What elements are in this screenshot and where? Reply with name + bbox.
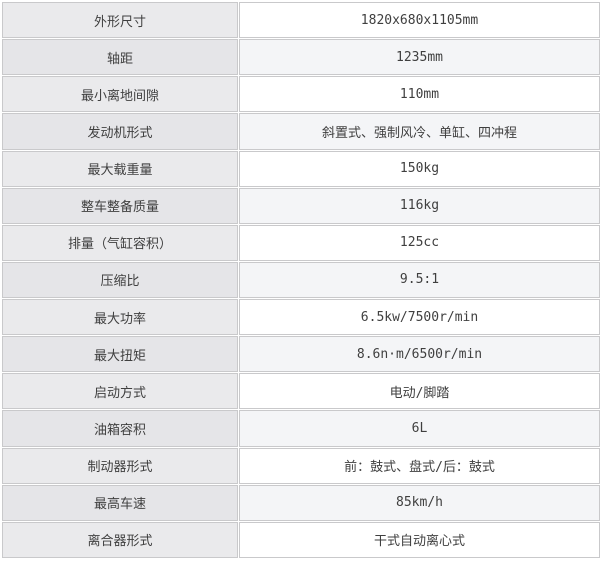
- spec-label: 最小离地间隙: [80, 88, 159, 104]
- spec-value-cell: 116kg: [239, 187, 600, 224]
- spec-value: 9.5:1: [399, 272, 440, 288]
- spec-label-cell: 最高车速: [2, 484, 238, 521]
- table-row: 最大功率 6.5kw/7500r/min: [2, 299, 600, 336]
- spec-label-cell: 发动机形式: [2, 113, 238, 150]
- spec-table: 外形尺寸 1820x680x1105mm 轴距 1235mm 最小离地间隙 11…: [1, 1, 601, 559]
- table-row: 最高车速 85km/h: [2, 484, 600, 521]
- spec-value-cell: 1820x680x1105mm: [239, 2, 600, 39]
- spec-label: 整车整备质量: [80, 200, 159, 216]
- spec-value: 6.5kw/7500r/min: [360, 309, 479, 325]
- table-row: 油箱容积 6L: [2, 410, 600, 447]
- spec-label: 油箱容积: [93, 422, 146, 438]
- spec-label-cell: 最大载重量: [2, 150, 238, 187]
- spec-label-cell: 排量（气缸容积）: [2, 224, 238, 261]
- table-row: 最大扭矩 8.6n·m/6500r/min: [2, 336, 600, 373]
- spec-value-cell: 电动/脚踏: [239, 373, 600, 410]
- spec-label: 压缩比: [100, 274, 140, 290]
- spec-value-cell: 125cc: [239, 224, 600, 261]
- spec-label-cell: 最大扭矩: [2, 336, 238, 373]
- spec-value-cell: 8.6n·m/6500r/min: [239, 336, 600, 373]
- spec-value: 116kg: [399, 198, 440, 214]
- spec-label: 排量（气缸容积）: [67, 237, 172, 253]
- spec-value-cell: 110mm: [239, 76, 600, 113]
- spec-value: 电动/脚踏: [389, 385, 450, 401]
- table-row: 压缩比 9.5:1: [2, 261, 600, 298]
- spec-label: 轴距: [106, 51, 133, 67]
- table-row: 外形尺寸 1820x680x1105mm: [2, 2, 600, 39]
- spec-value: 150kg: [399, 161, 440, 177]
- spec-value: 85km/h: [396, 495, 443, 511]
- spec-value: 125cc: [399, 235, 440, 251]
- spec-value-cell: 6.5kw/7500r/min: [239, 299, 600, 336]
- spec-value-cell: 斜置式、强制风冷、单缸、四冲程: [239, 113, 600, 150]
- spec-label-cell: 油箱容积: [2, 410, 238, 447]
- spec-label: 外形尺寸: [93, 14, 146, 30]
- spec-value-cell: 150kg: [239, 150, 600, 187]
- table-row: 发动机形式 斜置式、强制风冷、单缸、四冲程: [2, 113, 600, 150]
- spec-value-cell: 前：鼓式、盘式/后：鼓式: [239, 447, 600, 484]
- table-row: 轴距 1235mm: [2, 39, 600, 76]
- table-row: 制动器形式 前：鼓式、盘式/后：鼓式: [2, 447, 600, 484]
- spec-label: 最大扭矩: [93, 348, 146, 364]
- spec-value-cell: 6L: [239, 410, 600, 447]
- spec-label-cell: 制动器形式: [2, 447, 238, 484]
- spec-value-cell: 85km/h: [239, 484, 600, 521]
- spec-label: 启动方式: [93, 385, 146, 401]
- table-row: 整车整备质量 116kg: [2, 187, 600, 224]
- spec-label-cell: 最大功率: [2, 299, 238, 336]
- spec-value: 斜置式、强制风冷、单缸、四冲程: [321, 125, 517, 141]
- spec-label-cell: 最小离地间隙: [2, 76, 238, 113]
- spec-value: 110mm: [399, 86, 440, 102]
- spec-label: 离合器形式: [87, 534, 153, 550]
- spec-label-cell: 整车整备质量: [2, 187, 238, 224]
- spec-table-body: 外形尺寸 1820x680x1105mm 轴距 1235mm 最小离地间隙 11…: [2, 2, 600, 558]
- table-row: 最小离地间隙 110mm: [2, 76, 600, 113]
- spec-label-cell: 轴距: [2, 39, 238, 76]
- spec-label-cell: 离合器形式: [2, 521, 238, 558]
- spec-label-cell: 启动方式: [2, 373, 238, 410]
- spec-label-cell: 压缩比: [2, 261, 238, 298]
- spec-value: 6L: [411, 420, 428, 436]
- spec-value-cell: 1235mm: [239, 39, 600, 76]
- spec-label: 最高车速: [93, 497, 146, 513]
- spec-value: 前：鼓式、盘式/后：鼓式: [344, 460, 495, 476]
- spec-value: 8.6n·m/6500r/min: [356, 346, 483, 362]
- spec-label: 最大功率: [93, 311, 146, 327]
- spec-label-cell: 外形尺寸: [2, 2, 238, 39]
- spec-label: 最大载重量: [87, 163, 153, 179]
- spec-value-cell: 9.5:1: [239, 261, 600, 298]
- table-row: 离合器形式 干式自动离心式: [2, 521, 600, 558]
- table-row: 排量（气缸容积） 125cc: [2, 224, 600, 261]
- spec-value: 干式自动离心式: [373, 534, 465, 550]
- spec-value: 1820x680x1105mm: [360, 12, 479, 28]
- spec-value: 1235mm: [396, 49, 443, 65]
- spec-label: 制动器形式: [87, 460, 153, 476]
- table-row: 最大载重量 150kg: [2, 150, 600, 187]
- spec-label: 发动机形式: [87, 125, 153, 141]
- table-row: 启动方式 电动/脚踏: [2, 373, 600, 410]
- spec-value-cell: 干式自动离心式: [239, 521, 600, 558]
